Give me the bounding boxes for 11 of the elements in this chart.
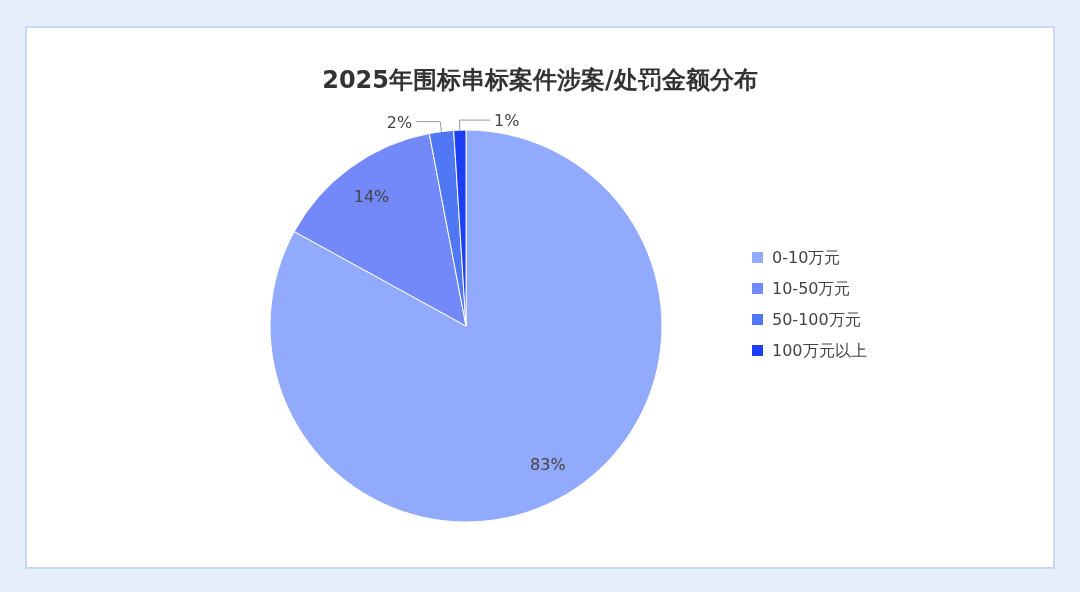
data-label: 2%	[386, 112, 413, 132]
chart-title: 2025年围标串标案件涉案/处罚金额分布	[322, 66, 758, 94]
legend-label: 10-50万元	[772, 279, 851, 298]
pie-slice	[269, 129, 663, 523]
data-label: 83%	[530, 455, 566, 475]
pie-slice	[293, 132, 467, 327]
legend-label: 50-100万元	[772, 310, 861, 329]
legend-label: 0-10万元	[772, 248, 841, 267]
legend-label: 100万元以上	[772, 341, 867, 360]
data-label: 14%	[353, 186, 390, 206]
data-label: 1%	[494, 111, 520, 131]
